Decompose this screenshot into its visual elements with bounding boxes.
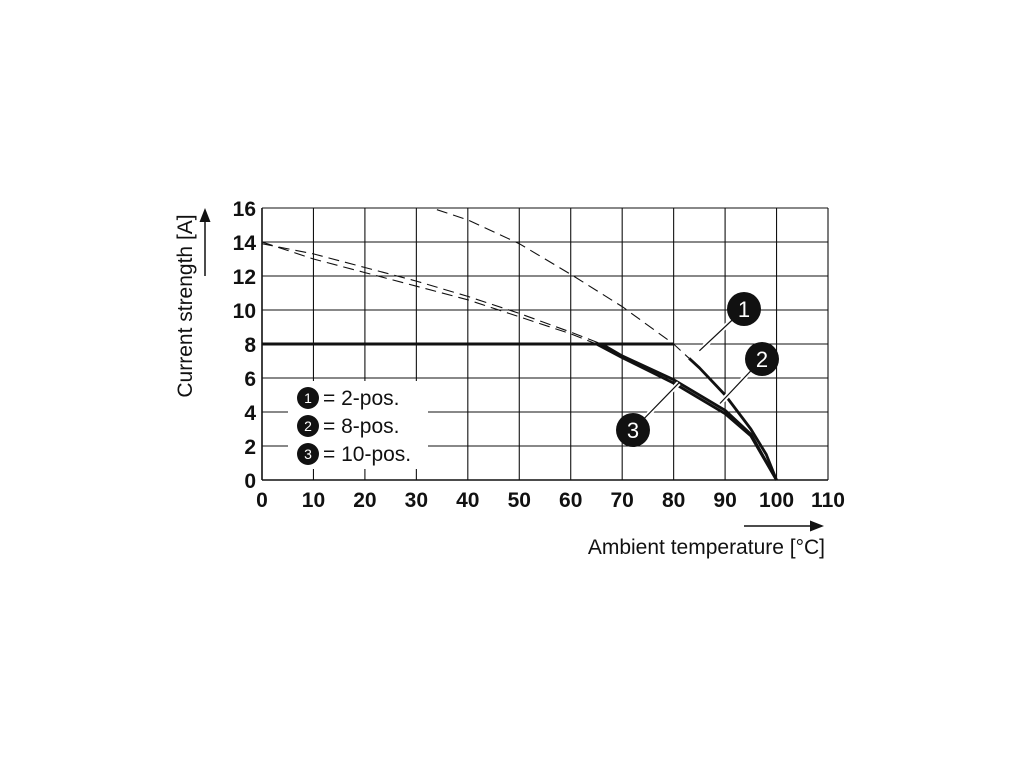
series-3-line [595,342,778,481]
callout-badge-1 [727,292,761,326]
x-tick-label: 0 [256,489,268,512]
callout-badge-3 [616,413,650,447]
y-tick-label: 16 [233,198,256,221]
legend-number: 1 [304,390,312,406]
x-axis-label: Ambient temperature [°C] [588,536,825,559]
x-tick-label: 60 [559,489,582,512]
y-tick-label: 6 [244,368,256,391]
x-tick-label: 20 [353,489,376,512]
x-tick-label: 110 [811,489,845,512]
x-tick-label: 80 [662,489,685,512]
legend-number: 2 [304,418,312,434]
x-tick-label: 10 [302,489,325,512]
callout-number: 2 [756,347,768,372]
series-3-dashed [261,241,597,345]
legend-marker-2 [297,415,319,437]
callout-number: 3 [627,418,639,443]
legend-label: = 8-pos. [323,415,399,438]
series-1-line [688,357,778,481]
legend-marker-3 [297,443,319,465]
x-tick-label: 40 [456,489,479,512]
y-axis-label: Current strength [A] [174,214,197,397]
callout-badge-2 [745,342,779,376]
x-tick-label: 100 [759,489,794,512]
callout-number: 1 [738,297,750,322]
series-2-dashed [261,243,602,345]
x-axis-arrowhead [810,520,824,532]
legend-number: 3 [304,446,312,462]
y-tick-label: 14 [233,232,257,255]
legend-marker-1 [297,387,319,409]
x-tick-label: 50 [508,489,531,512]
y-tick-label: 0 [244,470,256,493]
y-tick-label: 4 [244,402,256,425]
y-tick-label: 12 [233,266,256,289]
y-tick-label: 10 [233,300,256,323]
x-tick-label: 30 [405,489,428,512]
y-axis-arrowhead [199,208,211,222]
x-tick-label: 90 [713,489,736,512]
legend: 1 = 2-pos. 2 = 8-pos. 3 = 10-pos. [288,381,428,469]
legend-label: = 10-pos. [323,443,411,466]
y-tick-label: 2 [244,436,256,459]
series-1-dashed [436,209,690,359]
x-tick-label: 70 [611,489,634,512]
series-lines [261,209,778,481]
legend-label: = 2-pos. [323,387,399,410]
y-tick-label: 8 [244,334,256,357]
callouts: 12 3 [616,292,779,447]
